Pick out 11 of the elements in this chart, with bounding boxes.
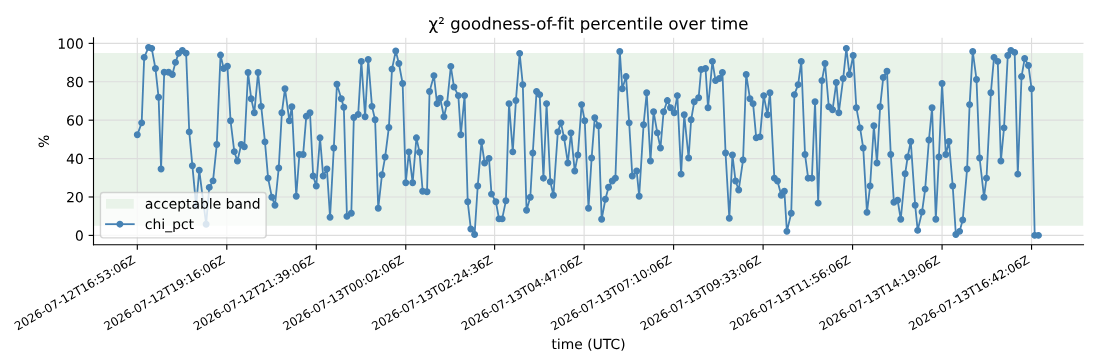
y-tick-label: 60 <box>67 115 83 126</box>
x-axis-title: time (UTC) <box>551 338 625 351</box>
legend-label: chi_pct <box>145 218 194 233</box>
y-tick-label: 80 <box>67 76 83 88</box>
y-tick-label: 40 <box>66 153 83 165</box>
y-tick-label: 100 <box>58 38 83 49</box>
chart-title: χ² goodness-of-fit percentile over time <box>429 16 748 33</box>
y-axis-title: % <box>38 135 50 148</box>
y-tick-label: 20 <box>67 191 83 203</box>
y-tick-label: 0 <box>75 230 83 241</box>
band-label: acceptable band <box>145 198 260 212</box>
